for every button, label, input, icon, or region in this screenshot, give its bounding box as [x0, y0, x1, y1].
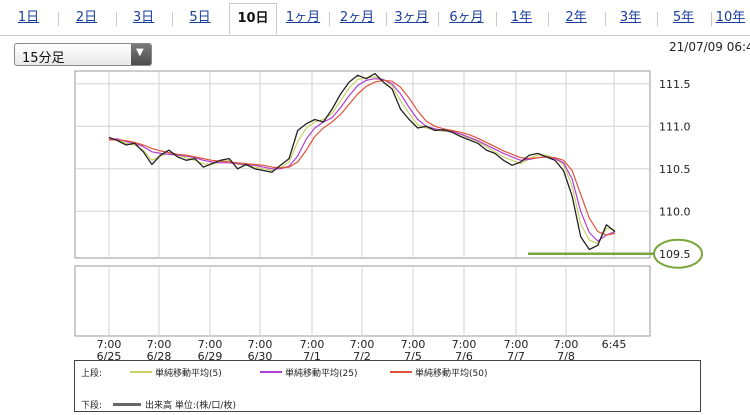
- x-tick-time: 7:00: [504, 338, 529, 351]
- x-tick-time: 7:00: [147, 338, 172, 351]
- x-tick-time: 7:00: [350, 338, 375, 351]
- tab-9[interactable]: 6ヶ月: [449, 10, 484, 25]
- x-tick-date: 6/29: [198, 350, 223, 360]
- y-tick-label: 111.5: [659, 78, 691, 91]
- interval-select-value: 15分足: [22, 51, 65, 66]
- tabs-divider: [0, 35, 750, 36]
- tab-10[interactable]: 1年: [510, 10, 533, 25]
- x-tick-time: 7:00: [97, 338, 122, 351]
- timestamp: 21/07/09 06:4: [669, 40, 750, 54]
- x-tick-date: 6/28: [147, 350, 172, 360]
- y-tick-label: 109.5: [659, 248, 691, 261]
- ma25-series-line: [109, 78, 616, 242]
- highlight-ellipse: [653, 238, 703, 269]
- tab-4[interactable]: 5日: [189, 10, 211, 25]
- legend-lower-label: 下段:: [81, 401, 103, 411]
- legend-volume-swatch: [113, 403, 141, 406]
- tab-separator: [329, 12, 330, 26]
- tab-separator: [548, 12, 549, 26]
- tab-separator: [58, 12, 59, 26]
- x-tick-date: 7/2: [353, 350, 371, 360]
- x-tick-date: 7/5: [404, 350, 422, 360]
- tab-2[interactable]: 2日: [75, 10, 98, 25]
- y-tick-label: 110.5: [659, 163, 691, 176]
- x-tick-date: 6/30: [248, 350, 273, 360]
- tab-separator: [438, 12, 439, 26]
- x-tick-date: 7/1: [303, 350, 321, 360]
- legend-ma5-label: 単純移動平均(5): [155, 369, 222, 379]
- x-tick-time: 7:00: [198, 338, 223, 351]
- tab-separator: [657, 12, 658, 26]
- y-tick-label: 110.0: [659, 205, 691, 218]
- tab-separator: [386, 12, 387, 26]
- dropdown-button[interactable]: ▼: [131, 44, 151, 65]
- tab-separator: [116, 12, 117, 26]
- tab-12[interactable]: 3年: [619, 10, 642, 25]
- tab-separator: [496, 12, 497, 26]
- legend-ma25-swatch: [260, 371, 282, 373]
- x-tick-date: 6/25: [97, 350, 122, 360]
- price-series-line: [108, 72, 616, 251]
- legend-ma50-label: 単純移動平均(50): [415, 369, 488, 379]
- x-tick-time: 7:00: [248, 338, 273, 351]
- legend-ma25-label: 単純移動平均(25): [285, 369, 358, 379]
- tab-3[interactable]: 3日: [132, 10, 155, 25]
- tab-14[interactable]: 10年: [715, 10, 746, 25]
- x-tick-time: 7:00: [401, 338, 426, 351]
- x-tick-time: 7:00: [300, 338, 325, 351]
- legend-ma50-swatch: [390, 371, 412, 373]
- tab-5[interactable]: 10日: [229, 3, 277, 35]
- period-tabs: 1日 2日 3日 5日 10日 1ヶ月 2ヶ月 3ヶ月 6ヶ月 1年 2年 3年 5年 10年: [0, 0, 750, 36]
- tab-7[interactable]: 2ヶ月: [339, 10, 375, 25]
- x-tick-date: 7/7: [507, 350, 525, 360]
- ma50-series-line: [109, 79, 616, 236]
- tab-13[interactable]: 5年: [672, 10, 695, 25]
- triangle-down-icon: ▼: [136, 47, 144, 58]
- legend-upper-label: 上段:: [81, 369, 103, 379]
- tab-separator: [711, 12, 712, 26]
- tab-11[interactable]: 2年: [565, 10, 587, 25]
- price-chart: 111.5111.0110.5110.0109.57:006/257:006/2…: [74, 70, 703, 360]
- tab-separator: [605, 12, 606, 26]
- x-tick-date: 7/8: [557, 350, 575, 360]
- tab-separator: [172, 12, 173, 26]
- legend-volume-label: 出来高 単位:(株/口/枚): [145, 401, 236, 411]
- x-tick-date: 7/6: [455, 350, 473, 360]
- x-tick-time: 7:00: [452, 338, 477, 351]
- chart-legend: 上段: 単純移動平均(5) 単純移動平均(25) 単純移動平均(50) 下段: …: [74, 360, 701, 412]
- x-tick-time: 6:45: [602, 338, 627, 351]
- y-tick-label: 111.0: [659, 120, 691, 133]
- tab-1[interactable]: 1日: [17, 10, 40, 25]
- tab-6[interactable]: 1ヶ月: [285, 10, 321, 25]
- x-tick-time: 7:00: [554, 338, 579, 351]
- interval-select[interactable]: 15分足 ▼: [14, 43, 152, 66]
- tab-8[interactable]: 3ヶ月: [394, 10, 429, 25]
- legend-ma5-swatch: [130, 371, 152, 373]
